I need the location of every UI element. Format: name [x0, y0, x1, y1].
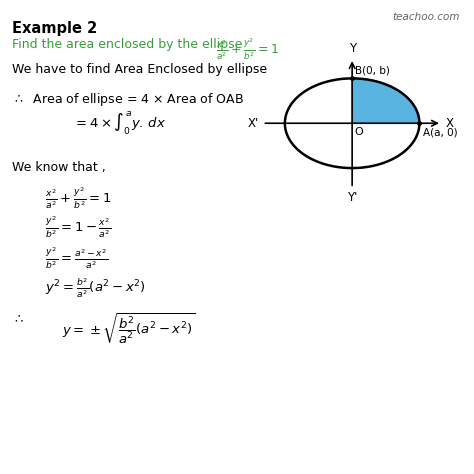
Text: X': X'	[247, 117, 259, 130]
Text: $\frac{y^2}{b^2}=\frac{a^2-x^2}{a^2}$: $\frac{y^2}{b^2}=\frac{a^2-x^2}{a^2}$	[45, 245, 108, 271]
Text: We have to find Area Enclosed by ellipse: We have to find Area Enclosed by ellipse	[12, 63, 267, 75]
Text: $\frac{y^2}{b^2}=1-\frac{x^2}{a^2}$: $\frac{y^2}{b^2}=1-\frac{x^2}{a^2}$	[45, 214, 111, 240]
Text: Y: Y	[348, 42, 356, 55]
Text: B(0, b): B(0, b)	[356, 65, 390, 75]
Polygon shape	[352, 78, 419, 123]
Text: Find the area enclosed by the ellipse: Find the area enclosed by the ellipse	[12, 38, 250, 51]
Text: $y^2=\frac{b^2}{a^2}(a^2-x^2)$: $y^2=\frac{b^2}{a^2}(a^2-x^2)$	[45, 276, 146, 300]
Text: $\frac{x^2}{a^2}+\frac{y^2}{b^2}=1$: $\frac{x^2}{a^2}+\frac{y^2}{b^2}=1$	[216, 36, 279, 62]
Text: O: O	[355, 127, 364, 137]
Text: $\frac{x^2}{a^2}+\frac{y^2}{b^2}=1$: $\frac{x^2}{a^2}+\frac{y^2}{b^2}=1$	[45, 185, 112, 211]
Text: $\therefore$  Area of ellipse = 4 × Area of OAB: $\therefore$ Area of ellipse = 4 × Area …	[12, 91, 244, 108]
Text: Y': Y'	[347, 191, 357, 204]
Text: $y=\pm\sqrt{\dfrac{b^2}{a^2}(a^2-x^2)}$: $y=\pm\sqrt{\dfrac{b^2}{a^2}(a^2-x^2)}$	[62, 312, 195, 346]
Text: Example 2: Example 2	[12, 21, 97, 36]
Text: $= 4\times\int_0^a y.\,dx$: $= 4\times\int_0^a y.\,dx$	[73, 110, 167, 137]
Text: A(a, 0): A(a, 0)	[422, 128, 457, 138]
Text: We know that ,: We know that ,	[12, 161, 106, 174]
Text: $\therefore$: $\therefore$	[12, 312, 24, 325]
Text: teachoo.com: teachoo.com	[392, 12, 460, 22]
Text: X: X	[446, 117, 454, 130]
